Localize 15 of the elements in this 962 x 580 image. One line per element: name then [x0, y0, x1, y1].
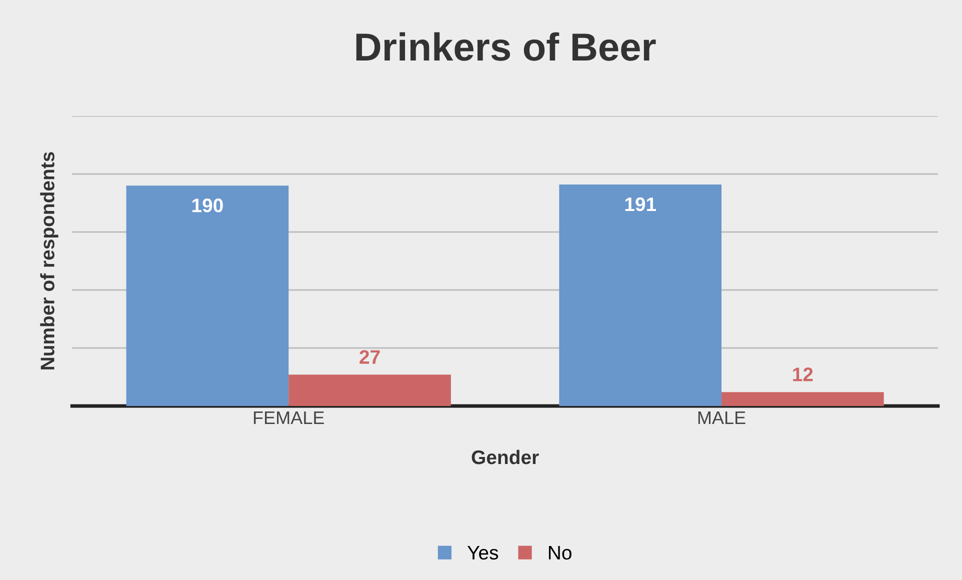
bar [559, 184, 722, 406]
legend-label: No [548, 546, 572, 560]
bar [288, 374, 451, 406]
data-label: 191 [625, 197, 656, 212]
bar [722, 392, 884, 406]
x-tick-label: MALE [698, 412, 746, 424]
y-axis-title: Number of respondents [40, 152, 58, 370]
bar [126, 186, 289, 406]
x-axis-title: Gender [472, 450, 539, 464]
data-label: 27 [360, 350, 380, 364]
data-label: 12 [793, 368, 813, 382]
legend-label: Yes [467, 546, 498, 560]
chart-title: Drinkers of Beer [356, 32, 656, 61]
x-tick-label: FEMALE [254, 412, 324, 424]
data-label: 190 [192, 198, 223, 212]
